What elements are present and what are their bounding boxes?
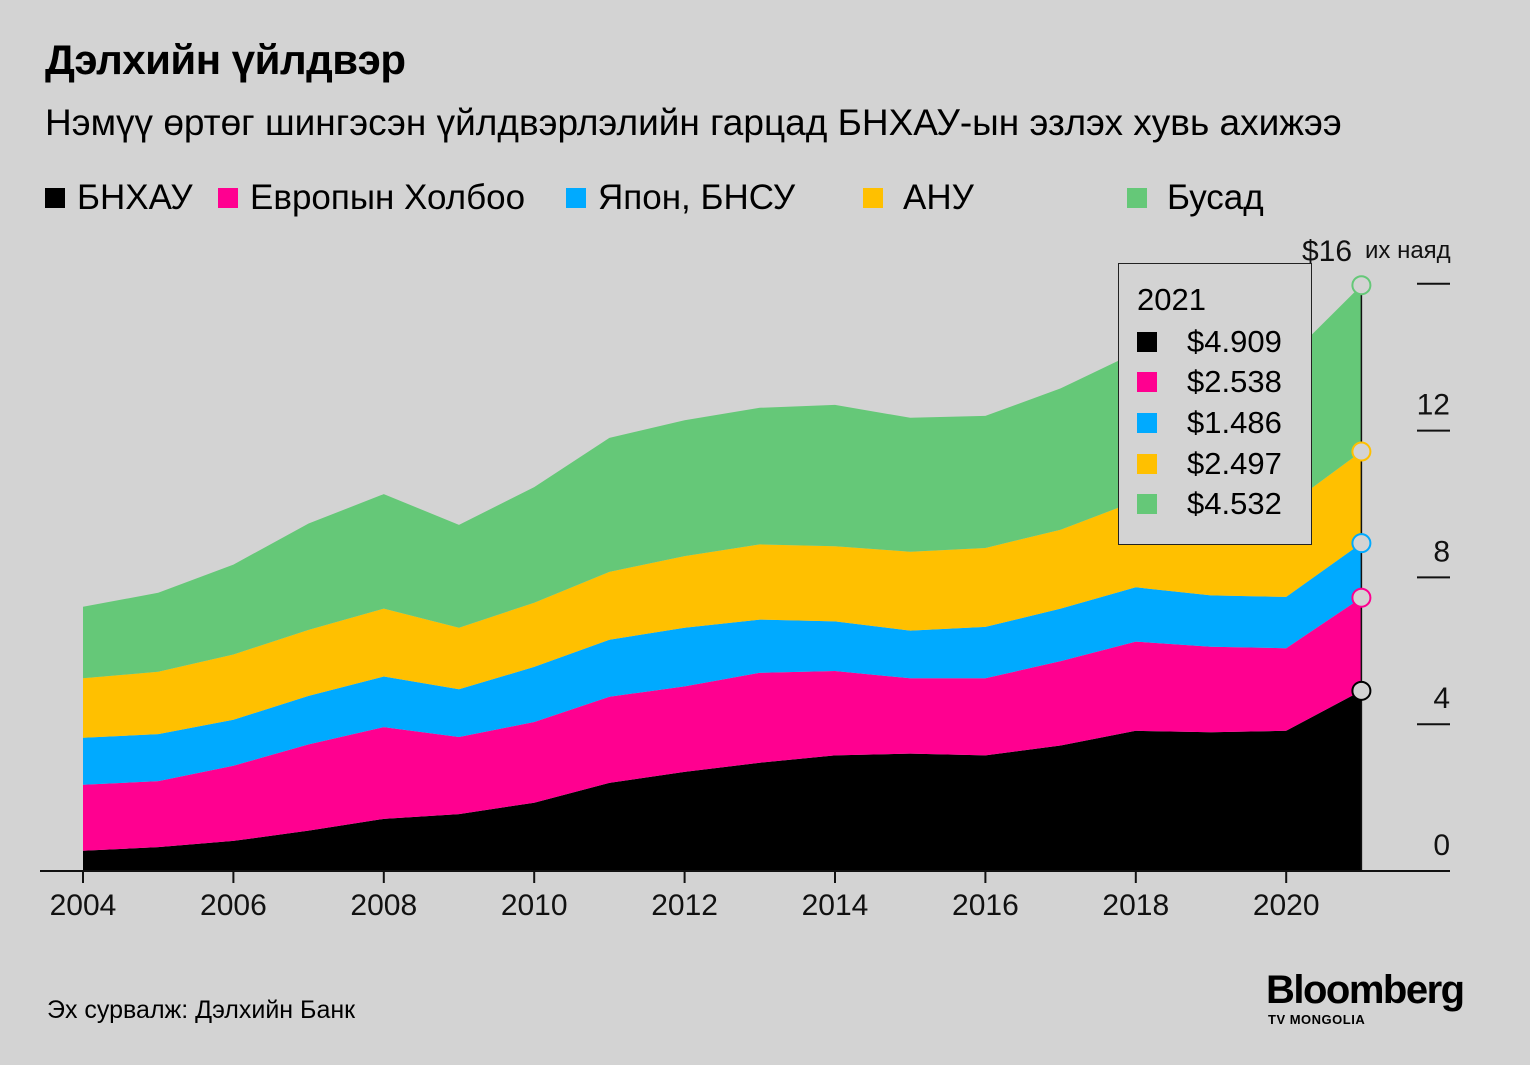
legend-swatch bbox=[218, 188, 238, 208]
x-tick-label: 2016 bbox=[952, 889, 1019, 922]
legend-swatch bbox=[45, 188, 65, 208]
area-series-4 bbox=[83, 285, 1362, 679]
x-tick-label: 2006 bbox=[200, 889, 267, 922]
area-series-0 bbox=[83, 690, 1362, 871]
chart-axes: 2004 2006 2008 2010 2012 2014 2016 2018 2020 0 4 8 1… bbox=[40, 235, 1451, 922]
bloomberg-logo-subtitle: TV MONGOLIA bbox=[1268, 1012, 1366, 1027]
legend-item-usa: АНУ bbox=[863, 176, 974, 220]
y-tick-label: 12 bbox=[1417, 389, 1450, 422]
y-top-label-unit: их наяд bbox=[1365, 237, 1451, 264]
x-tick-label: 2018 bbox=[1102, 889, 1169, 922]
series-end-marker bbox=[1351, 275, 1372, 296]
legend-swatch bbox=[1127, 188, 1147, 208]
source-note: Эх сурвалж: Дэлхийн Банк bbox=[47, 996, 356, 1024]
tooltip-value: $4.909 bbox=[1187, 324, 1282, 359]
tooltip-row-japan-korea: $1.486 bbox=[1137, 405, 1282, 441]
series-end-marker bbox=[1351, 680, 1372, 701]
tooltip-value: $2.538 bbox=[1187, 364, 1282, 399]
legend-item-japan-korea: Япон, БНСУ bbox=[566, 176, 795, 220]
chart-subtitle: Нэмүү өртөг шингэсэн үйлдвэрлэлийн гарца… bbox=[45, 102, 1342, 143]
chart-areas bbox=[83, 285, 1362, 871]
y-tick-label: 4 bbox=[1433, 682, 1450, 715]
legend-label: АНУ bbox=[903, 178, 974, 217]
legend-label: Япон, БНСУ bbox=[598, 178, 796, 217]
tooltip-swatch bbox=[1137, 413, 1157, 433]
x-tick-label: 2014 bbox=[802, 889, 869, 922]
tooltip-row-china: $4.909 bbox=[1137, 324, 1282, 360]
x-tick-label: 2020 bbox=[1253, 889, 1320, 922]
tooltip-swatch bbox=[1137, 494, 1157, 514]
legend-item-china: БНХАУ bbox=[45, 176, 193, 220]
legend-item-eu: Европын Холбоо bbox=[218, 176, 525, 220]
legend-label: Европын Холбоо bbox=[250, 178, 526, 217]
chart-title: Дэлхийн үйлдвэр bbox=[45, 36, 406, 83]
tooltip-row-other: $4.532 bbox=[1137, 486, 1282, 522]
y-tick-label: 0 bbox=[1433, 829, 1450, 862]
legend-label: БНХАУ bbox=[77, 178, 193, 217]
legend-swatch bbox=[566, 188, 586, 208]
x-tick-label: 2004 bbox=[50, 889, 117, 922]
tooltip-swatch bbox=[1137, 332, 1157, 352]
area-series-2 bbox=[83, 543, 1362, 785]
y-tick-label: 8 bbox=[1433, 535, 1450, 568]
tooltip-value: $2.497 bbox=[1187, 446, 1282, 481]
tooltip-value: $1.486 bbox=[1187, 405, 1282, 440]
value-tooltip: 2021 $4.909 $2.538 $1.486 $2.497 $4.532 bbox=[1118, 263, 1312, 545]
y-top-label-value: $16 bbox=[1302, 235, 1352, 268]
legend-label: Бусад bbox=[1167, 178, 1264, 217]
tooltip-value: $4.532 bbox=[1187, 486, 1282, 521]
bloomberg-logo: Bloomberg bbox=[1266, 968, 1465, 1012]
series-end-marker bbox=[1351, 533, 1372, 554]
area-series-3 bbox=[83, 451, 1362, 738]
legend-swatch bbox=[863, 188, 883, 208]
tooltip-row-eu: $2.538 bbox=[1137, 364, 1282, 400]
x-tick-label: 2010 bbox=[501, 889, 568, 922]
tooltip-swatch bbox=[1137, 372, 1157, 392]
chart-markers bbox=[1351, 275, 1372, 871]
series-end-marker bbox=[1351, 587, 1372, 608]
tooltip-year: 2021 bbox=[1137, 282, 1206, 317]
legend-item-other: Бусад bbox=[1127, 176, 1264, 220]
tooltip-row-usa: $2.497 bbox=[1137, 446, 1282, 482]
x-tick-label: 2012 bbox=[651, 889, 718, 922]
series-end-marker bbox=[1351, 441, 1372, 462]
tooltip-swatch bbox=[1137, 454, 1157, 474]
area-series-1 bbox=[83, 597, 1362, 851]
x-tick-label: 2008 bbox=[350, 889, 417, 922]
